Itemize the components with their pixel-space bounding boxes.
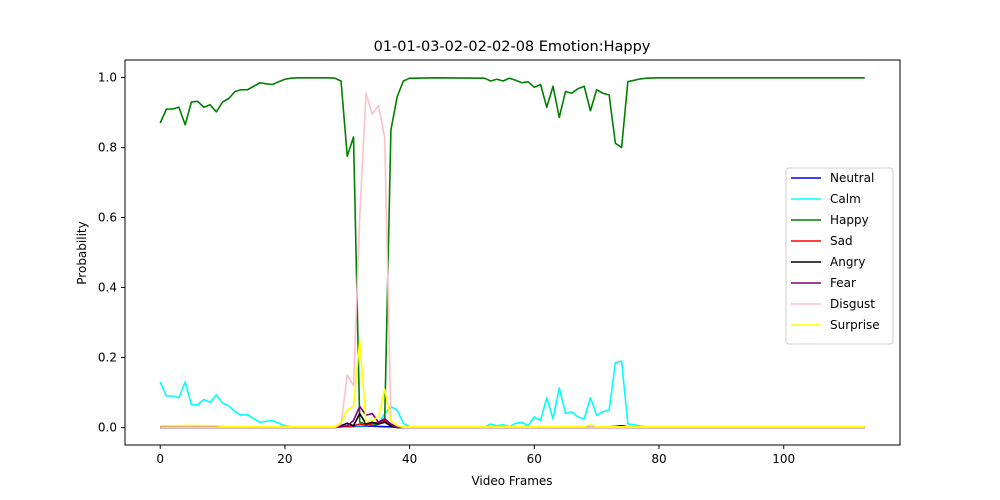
legend-label-calm: Calm bbox=[830, 192, 861, 206]
y-tick-label: 0.2 bbox=[98, 351, 117, 365]
legend-label-sad: Sad bbox=[830, 234, 853, 248]
x-tick-label: 40 bbox=[402, 452, 417, 466]
legend: Neutral Calm Happy Sad Angry Fear Disgust Surpr… bbox=[785, 167, 894, 345]
x-axis: 0 20 40 60 80 100 bbox=[156, 445, 795, 466]
y-axis-label: Probability bbox=[75, 221, 89, 284]
x-tick-label: 20 bbox=[277, 452, 292, 466]
plot-area bbox=[159, 77, 865, 429]
chart-title: 01-01-03-02-02-02-08 Emotion:Happy bbox=[374, 39, 651, 55]
series-line-surprise bbox=[160, 339, 865, 428]
legend-label-neutral: Neutral bbox=[830, 171, 874, 185]
legend-box bbox=[785, 167, 894, 345]
legend-label-disgust: Disgust bbox=[830, 297, 875, 311]
legend-label-fear: Fear bbox=[830, 276, 856, 290]
series-line-calm bbox=[159, 360, 865, 428]
x-tick-label: 0 bbox=[156, 452, 164, 466]
y-axis: 0.0 0.2 0.4 0.6 0.8 1.0 bbox=[98, 71, 125, 435]
series-line-angry bbox=[160, 412, 865, 429]
series-line-happy bbox=[159, 77, 865, 427]
y-tick-label: 1.0 bbox=[98, 71, 117, 85]
legend-label-surprise: Surprise bbox=[830, 318, 880, 332]
x-axis-label: Video Frames bbox=[471, 474, 552, 488]
axes-frame bbox=[124, 59, 901, 446]
y-tick-label: 0.4 bbox=[98, 281, 117, 295]
legend-label-happy: Happy bbox=[830, 213, 869, 227]
x-tick-label: 100 bbox=[772, 452, 795, 466]
y-tick-label: 0.0 bbox=[98, 421, 117, 435]
x-tick-label: 60 bbox=[527, 452, 542, 466]
x-tick-label: 80 bbox=[651, 452, 666, 466]
y-tick-label: 0.8 bbox=[98, 141, 117, 155]
legend-label-angry: Angry bbox=[830, 255, 865, 269]
y-tick-label: 0.6 bbox=[98, 211, 117, 225]
